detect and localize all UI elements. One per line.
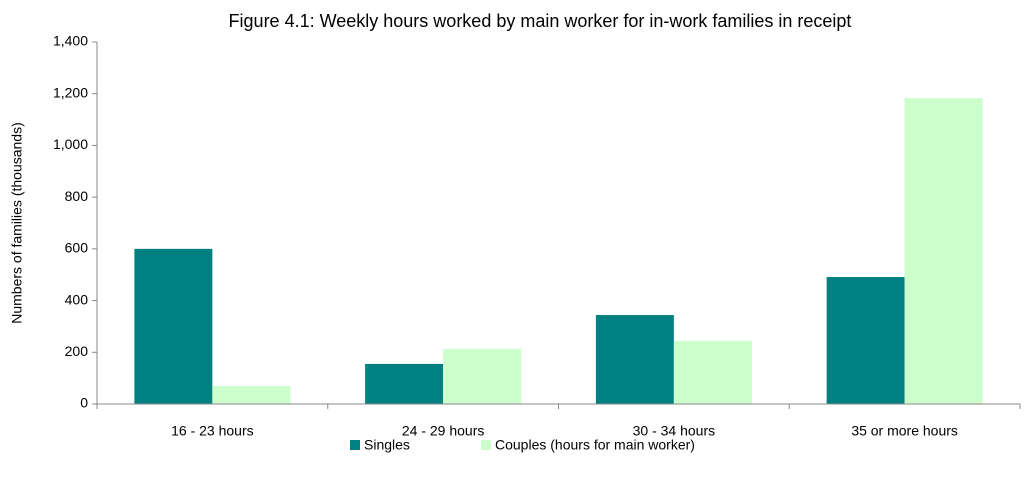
- legend-swatch: [350, 440, 360, 450]
- y-tick-label: 1,000: [53, 136, 88, 152]
- legend-swatch: [481, 440, 491, 450]
- bar: [904, 98, 983, 405]
- bar: [365, 363, 444, 404]
- legend-label: Couples (hours for main worker): [495, 437, 695, 453]
- bar: [826, 277, 905, 404]
- x-tick-label: 16 - 23 hours: [171, 423, 254, 439]
- y-tick-label: 1,200: [53, 84, 88, 100]
- y-tick-label: 0: [80, 395, 88, 411]
- y-tick-label: 1,400: [53, 33, 88, 49]
- y-tick-label: 400: [65, 291, 89, 307]
- y-tick-label: 800: [65, 188, 89, 204]
- bar: [595, 315, 674, 404]
- x-tick-label: 30 - 34 hours: [633, 423, 716, 439]
- bar: [212, 385, 291, 404]
- y-tick-label: 200: [65, 343, 89, 359]
- bar: [134, 248, 213, 404]
- y-axis-label: Numbers of families (thousands): [9, 122, 25, 324]
- bar: [673, 340, 752, 404]
- chart-title: Figure 4.1: Weekly hours worked by main …: [229, 11, 852, 31]
- x-tick-label: 24 - 29 hours: [402, 423, 485, 439]
- bar: [443, 348, 522, 404]
- x-tick-label: 35 or more hours: [851, 423, 958, 439]
- legend-label: Singles: [364, 437, 410, 453]
- y-tick-label: 600: [65, 240, 89, 256]
